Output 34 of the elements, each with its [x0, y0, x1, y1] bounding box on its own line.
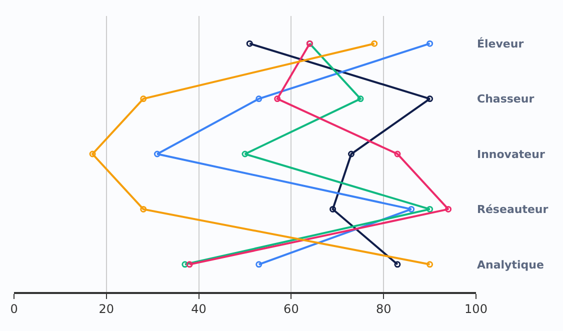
point — [426, 96, 434, 102]
point — [394, 261, 401, 268]
point — [154, 150, 160, 158]
y-tick-label: Réseauteur — [477, 203, 549, 216]
point — [371, 40, 378, 47]
x-tick-label: 100 — [464, 302, 488, 316]
point — [445, 206, 452, 212]
point — [242, 150, 248, 158]
x-tick-label: 60 — [284, 302, 299, 316]
point — [357, 96, 364, 102]
x-tick-label: 0 — [10, 302, 18, 316]
point — [182, 261, 188, 268]
y-tick-label: Innovateur — [477, 148, 546, 161]
y-tick-label: Éleveur — [477, 36, 524, 50]
x-tick-label: 80 — [376, 302, 392, 316]
point — [140, 206, 147, 212]
point — [426, 206, 434, 212]
point — [408, 206, 415, 212]
point — [426, 40, 434, 47]
point — [256, 96, 262, 102]
point — [140, 96, 147, 102]
point — [89, 150, 96, 158]
y-tick-label: Chasseur — [477, 92, 535, 106]
y-tick-label: Analytique — [477, 258, 544, 272]
x-tick-label: 20 — [98, 302, 114, 316]
x-tick-label: 40 — [191, 302, 206, 316]
point — [246, 40, 253, 47]
point — [394, 150, 401, 158]
point — [426, 261, 434, 268]
point — [330, 206, 336, 212]
point — [274, 96, 281, 102]
point — [186, 261, 193, 268]
point — [348, 150, 355, 158]
point — [256, 261, 262, 268]
